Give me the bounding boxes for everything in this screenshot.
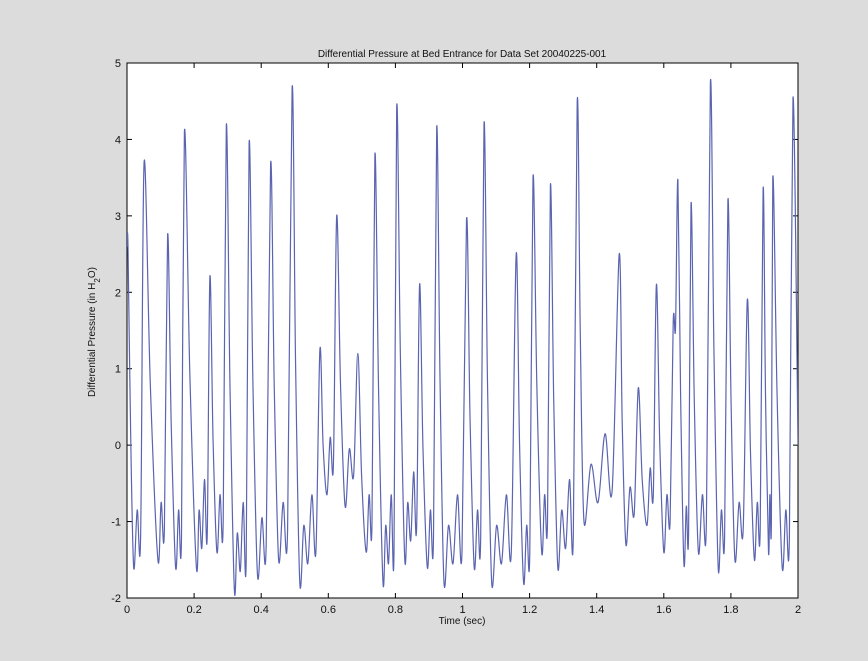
x-tick-label: 1.4 bbox=[589, 604, 604, 616]
x-tick-label: 1.6 bbox=[656, 604, 671, 616]
y-tick-label: 1 bbox=[115, 364, 121, 376]
y-axis-title-part-2: O) bbox=[87, 267, 98, 278]
x-axis-ticks bbox=[126, 63, 799, 598]
x-tick-label: 1.8 bbox=[723, 604, 738, 616]
pressure-series-line bbox=[127, 78, 798, 596]
y-tick-label: 5 bbox=[115, 58, 121, 70]
y-axis-title-part-1: Differential Pressure (in H bbox=[87, 283, 98, 397]
y-axis-tick-labels: -2 -1 0 1 2 3 4 5 bbox=[111, 58, 121, 605]
x-tick-label: 0.4 bbox=[254, 604, 269, 616]
y-tick-label: 2 bbox=[115, 287, 121, 299]
y-axis-title: Differential Pressure (in H2O) bbox=[87, 267, 102, 397]
x-tick-label: 0 bbox=[124, 604, 130, 616]
y-tick-label: -1 bbox=[111, 517, 121, 529]
x-tick-label: 0.6 bbox=[321, 604, 336, 616]
y-tick-label: 0 bbox=[115, 440, 121, 452]
chart-title: Differential Pressure at Bed Entrance fo… bbox=[318, 49, 607, 60]
y-tick-label: 3 bbox=[115, 211, 121, 223]
x-tick-label: 1.2 bbox=[522, 604, 537, 616]
x-tick-label: 1 bbox=[459, 604, 465, 616]
x-axis-title: Time (sec) bbox=[439, 616, 486, 627]
x-axis-tick-labels: 0 0.2 0.4 0.6 0.8 1 1.2 1.4 1.6 1.8 2 bbox=[124, 604, 801, 616]
y-tick-label: 4 bbox=[115, 134, 121, 146]
x-tick-label: 0.8 bbox=[388, 604, 403, 616]
x-tick-label: 0.2 bbox=[186, 604, 201, 616]
x-tick-label: 2 bbox=[795, 604, 801, 616]
y-axis-title-subscript: 2 bbox=[93, 278, 102, 283]
y-tick-label: -2 bbox=[111, 593, 121, 605]
